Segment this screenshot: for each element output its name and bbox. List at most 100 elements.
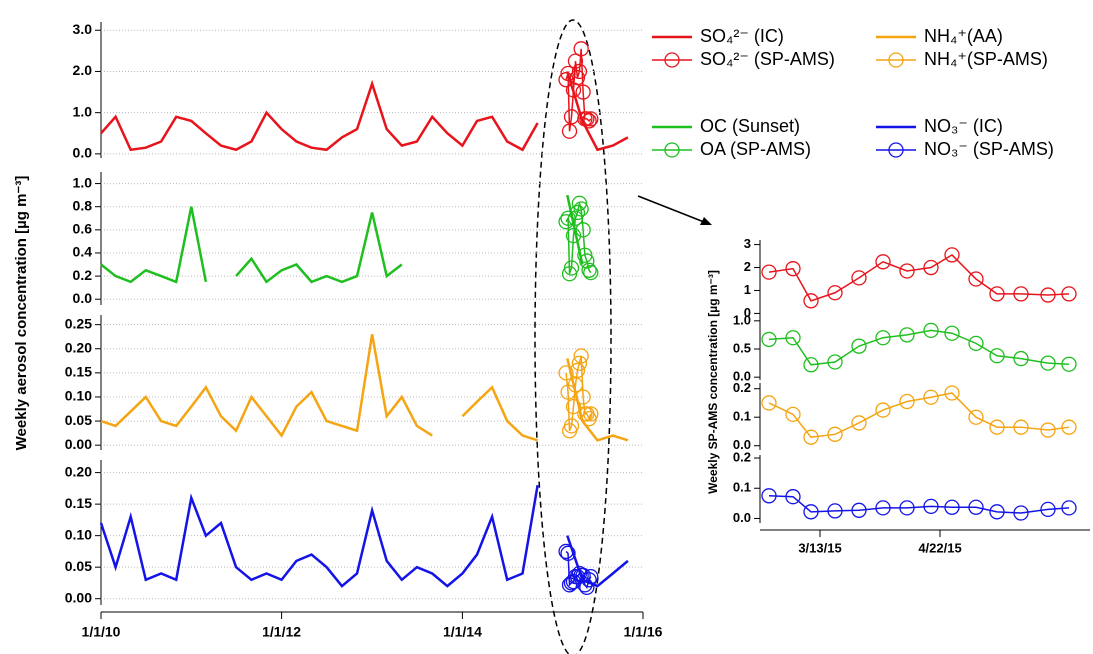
- marker: [968, 271, 984, 287]
- y-tick-label: 1.0: [73, 174, 93, 190]
- marker: [569, 204, 586, 221]
- marker: [575, 84, 591, 100]
- inset-y-axis-label: Weekly SP-AMS concentration [µg m⁻³]: [706, 270, 720, 494]
- marker: [558, 72, 574, 88]
- legend-label: SO₄²⁻ (SP-AMS): [700, 49, 835, 69]
- y-tick-label: 0.0: [73, 290, 93, 306]
- marker: [803, 357, 819, 373]
- marker: [989, 348, 1005, 364]
- x-tick-label: 3/13/15: [798, 540, 841, 555]
- series-line: [461, 385, 538, 442]
- marker: [851, 270, 867, 286]
- marker: [875, 500, 891, 516]
- marker: [944, 499, 960, 515]
- marker: [785, 489, 801, 505]
- marker: [573, 41, 589, 57]
- marker: [1040, 501, 1056, 518]
- y-tick-label: 0.6: [73, 221, 93, 237]
- marker: [923, 259, 939, 276]
- marker: [571, 195, 588, 211]
- x-tick-label: 1/1/16: [624, 624, 663, 640]
- marker: [565, 227, 582, 244]
- marker: [944, 385, 960, 401]
- y-tick-label: 0.1: [733, 409, 751, 424]
- marker: [558, 214, 574, 230]
- marker: [558, 543, 574, 560]
- marker: [899, 500, 915, 516]
- y-tick-label: 0.0: [733, 510, 751, 525]
- y-tick-label: 3.0: [73, 21, 93, 37]
- y-tick-label: 0.2: [733, 380, 751, 395]
- y-tick-label: 3: [744, 236, 751, 251]
- series-line: [99, 485, 539, 588]
- marker: [573, 348, 589, 364]
- marker: [875, 254, 891, 270]
- series-line: [768, 329, 1070, 366]
- marker: [968, 409, 984, 425]
- marker: [583, 406, 599, 422]
- marker: [1061, 356, 1077, 372]
- marker: [827, 503, 843, 519]
- marker: [923, 498, 939, 515]
- series-line: [768, 495, 1070, 514]
- series-line: [566, 535, 629, 588]
- series-line: [565, 355, 592, 431]
- marker: [583, 264, 599, 281]
- marker: [1013, 286, 1029, 302]
- marker: [923, 322, 939, 339]
- marker: [761, 488, 777, 504]
- marker: [923, 389, 939, 405]
- y-tick-label: 0.4: [73, 244, 93, 260]
- y-tick-label: 0.15: [65, 364, 92, 380]
- series-line: [100, 334, 433, 438]
- legend-marker: [664, 142, 680, 158]
- y-tick-label: 1.0: [73, 103, 93, 119]
- y-tick-label: 0.10: [65, 526, 92, 542]
- marker: [1061, 286, 1077, 302]
- y-tick-label: 0.10: [65, 388, 92, 404]
- marker: [989, 419, 1005, 435]
- legend-label: NH₄⁺(SP-AMS): [924, 49, 1048, 69]
- marker: [761, 264, 777, 280]
- marker: [565, 398, 582, 415]
- legend-label: OC (Sunset): [700, 116, 800, 136]
- x-tick-label: 1/1/10: [82, 624, 121, 640]
- marker: [573, 201, 589, 217]
- marker: [575, 389, 591, 405]
- marker: [1013, 419, 1029, 435]
- y-tick-label: 0.8: [73, 197, 93, 213]
- marker: [579, 111, 595, 127]
- legend-label: SO₄²⁻ (IC): [700, 26, 784, 46]
- series-line: [768, 392, 1070, 438]
- y-tick-label: 0.0: [733, 437, 751, 452]
- marker: [571, 63, 588, 80]
- marker: [581, 113, 597, 129]
- marker: [968, 499, 984, 515]
- marker: [567, 210, 584, 226]
- marker: [1040, 422, 1056, 438]
- marker: [569, 69, 586, 86]
- marker: [561, 123, 578, 139]
- arrow-head: [700, 217, 712, 225]
- marker: [567, 53, 584, 69]
- marker: [785, 330, 801, 346]
- y-tick-label: 1.0: [733, 312, 751, 327]
- y-tick-label: 2.0: [73, 62, 93, 78]
- marker: [875, 330, 891, 346]
- legend-label: NO₃⁻ (IC): [924, 116, 1003, 136]
- marker: [1040, 355, 1056, 371]
- legend-label: NH₄⁺(AA): [924, 26, 1003, 46]
- y-tick-label: 0.00: [65, 436, 92, 452]
- highlight-ellipse: [534, 19, 612, 654]
- marker: [583, 111, 599, 127]
- y-tick-label: 0.0: [733, 369, 751, 384]
- marker: [579, 579, 595, 595]
- marker: [579, 253, 595, 269]
- marker: [968, 335, 984, 352]
- y-tick-label: 0.2: [733, 449, 751, 464]
- marker: [560, 545, 576, 561]
- y-tick-label: 0.00: [65, 589, 92, 605]
- marker: [577, 577, 593, 593]
- marker: [569, 362, 586, 379]
